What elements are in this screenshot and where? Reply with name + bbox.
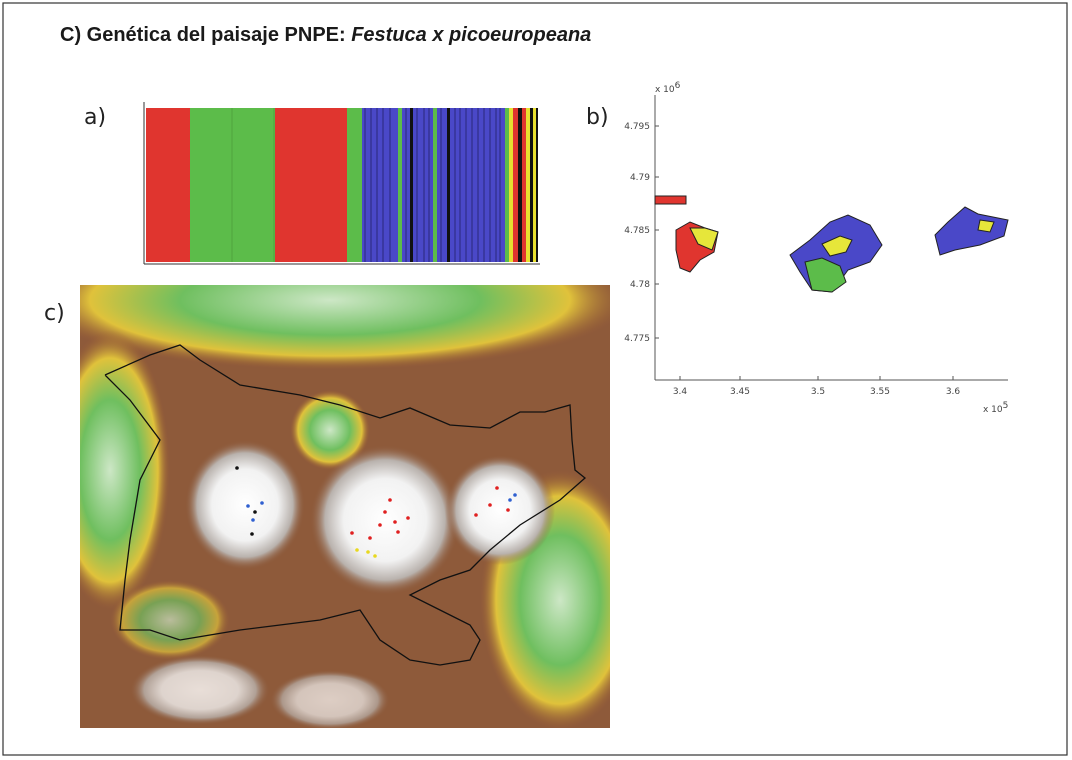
- terrain-map: [30, 230, 640, 730]
- panel-label: c): [44, 301, 65, 326]
- exponent: 5: [1003, 401, 1009, 411]
- x-tick-label: 3.45: [730, 387, 750, 397]
- stripe: [146, 108, 190, 262]
- axis-multiplier: x 105: [983, 401, 1008, 415]
- multiplier: x 10: [655, 85, 675, 95]
- stripe: [410, 108, 413, 262]
- stripe: [505, 108, 509, 262]
- page: C) Genética del paisaje PNPE: Festuca x …: [0, 0, 1072, 760]
- stripe: [362, 108, 398, 262]
- y-tick-label: 4.785: [624, 226, 650, 236]
- stripe: [347, 108, 362, 262]
- stripe: [536, 108, 538, 262]
- y-tick-label: 4.79: [630, 173, 650, 183]
- exponent: 6: [675, 81, 681, 91]
- stripe: [533, 108, 536, 262]
- multiplier: x 10: [983, 405, 1003, 415]
- y-tick-label: 4.78: [630, 280, 650, 290]
- stripe: [522, 108, 526, 262]
- stripe: [447, 108, 450, 262]
- stripe: [509, 108, 513, 262]
- x-tick-label: 3.4: [673, 387, 688, 397]
- x-tick-label: 3.5: [811, 387, 825, 397]
- stripe: [275, 108, 347, 262]
- structure-plot: [146, 108, 538, 262]
- stripe: [413, 108, 433, 262]
- stripe: [437, 108, 447, 262]
- title-species: Festuca x picoeuropeana: [351, 24, 591, 46]
- stripe: [398, 108, 402, 262]
- x-tick-label: 3.55: [870, 387, 890, 397]
- stripe: [190, 108, 275, 262]
- stripe: [526, 108, 530, 262]
- polygon: [935, 207, 1008, 255]
- panel-label: b): [586, 105, 609, 130]
- axis-multiplier: x 106: [655, 81, 681, 95]
- stripe: [518, 108, 522, 262]
- stripe: [433, 108, 437, 262]
- panel-label: a): [84, 105, 106, 130]
- x-tick-label: 3.6: [946, 387, 961, 397]
- title: C) Genética del paisaje PNPE: Festuca x …: [60, 24, 591, 46]
- title-prefix: C) Genética del paisaje PNPE:: [60, 24, 351, 46]
- geneland-map: 4.795 4.79 4.785 4.78 4.775 3.4 3.45 3.5 3.55 3.6: [624, 95, 1008, 397]
- stripe: [450, 108, 505, 262]
- stripe: [530, 108, 533, 262]
- y-tick-label: 4.795: [624, 122, 650, 132]
- polygon: [655, 196, 686, 204]
- y-tick-label: 4.775: [624, 334, 650, 344]
- stripe: [513, 108, 518, 262]
